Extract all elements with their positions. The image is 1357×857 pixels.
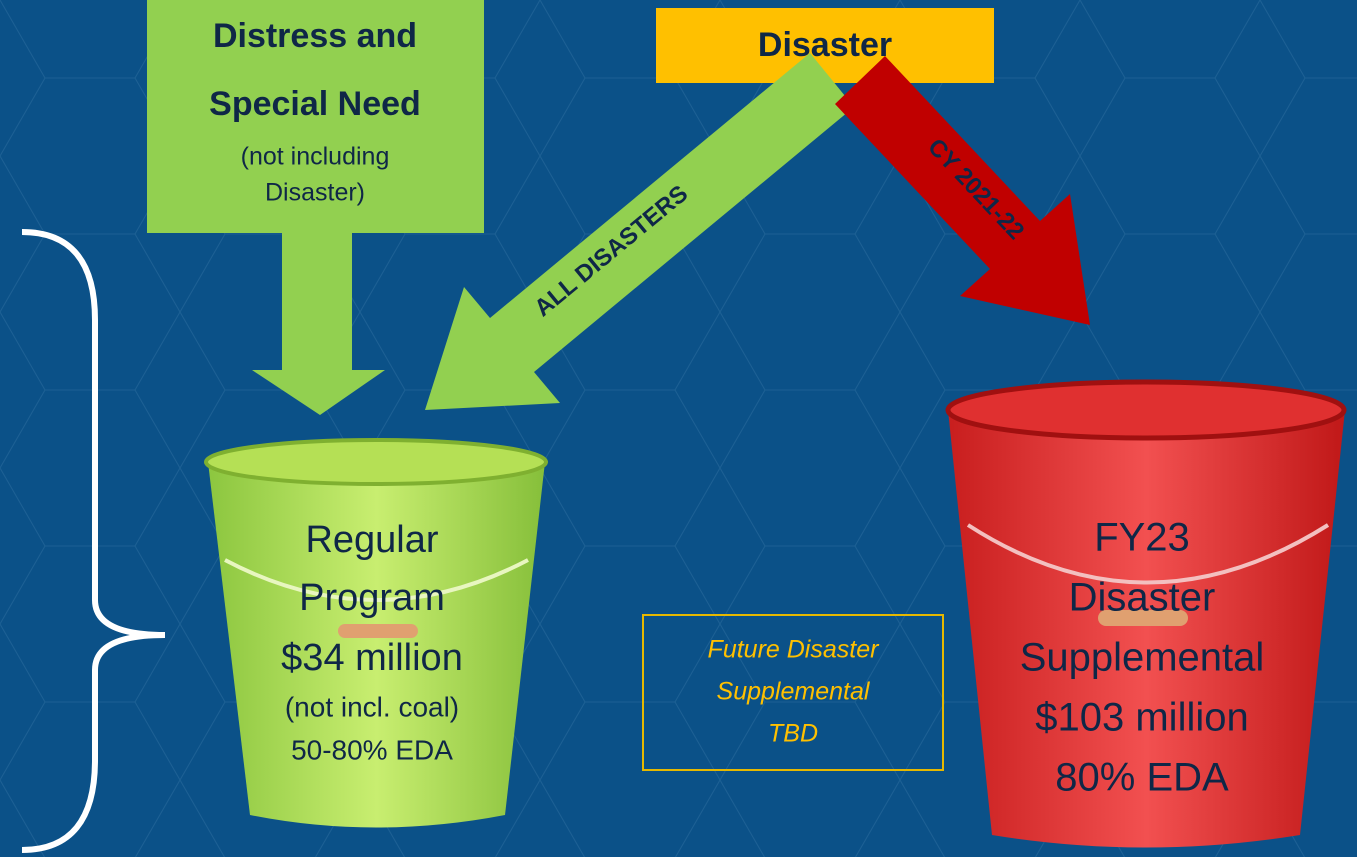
box-text: Disaster) — [265, 179, 365, 207]
bucket-text: FY23 — [1094, 516, 1190, 560]
bucket-text: 50-80% EDA — [291, 734, 453, 765]
box-text: Supplemental — [717, 678, 871, 706]
bucket-text: Disaster — [1069, 576, 1216, 620]
box-text: Distress and — [213, 17, 417, 55]
bucket-text: 80% EDA — [1055, 756, 1229, 800]
box-text: Disaster — [758, 26, 892, 64]
bucket-text: (not incl. coal) — [285, 691, 459, 722]
bucket-text: $34 million — [281, 637, 463, 679]
box-text: TBD — [768, 720, 818, 748]
slide: Distress and Special Need (not including… — [0, 0, 1357, 857]
bucket-text: Program — [299, 577, 445, 619]
bucket-text: Supplemental — [1020, 636, 1265, 680]
bucket-text: Regular — [305, 519, 438, 561]
green-bucket — [206, 440, 546, 828]
box-text: Special Need — [209, 85, 421, 123]
box-text: (not including — [241, 143, 390, 171]
bucket-text: $103 million — [1035, 696, 1248, 740]
box-text: Future Disaster — [708, 636, 881, 664]
